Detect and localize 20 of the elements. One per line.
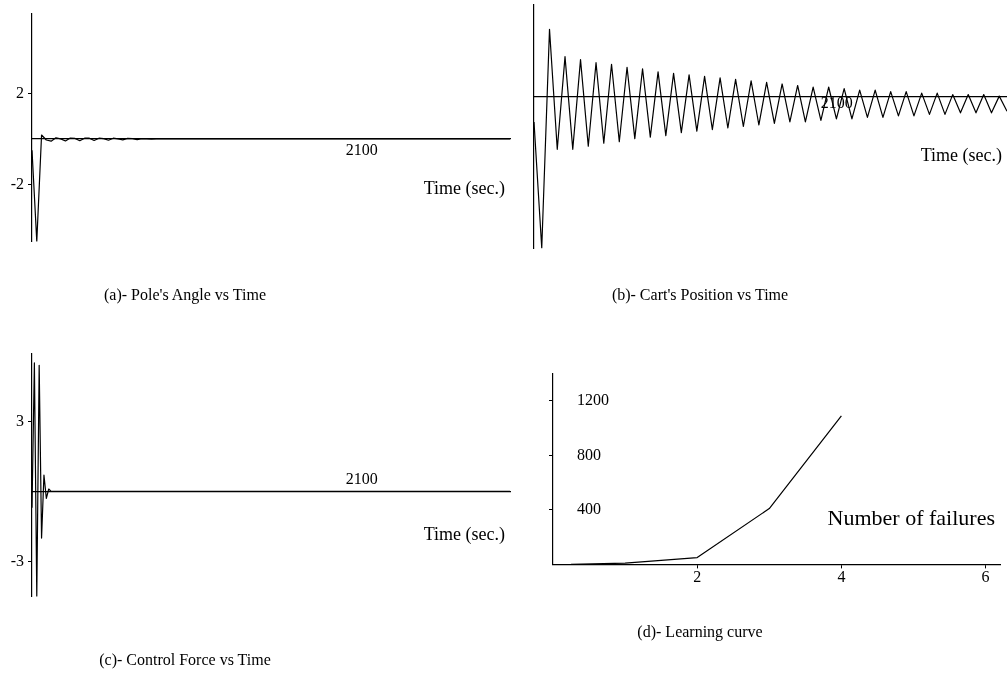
x-axis-title: Number of failures (827, 505, 995, 531)
x-axis-title: Time (sec.) (920, 144, 1002, 166)
y-tick-label: 1200 (577, 391, 609, 409)
x-tick-label: 4 (837, 568, 846, 586)
x-tick-label: 6 (981, 568, 990, 586)
y-tick-label: -3 (10, 551, 24, 569)
text: (d)- Learning curve (637, 623, 763, 641)
x-axis-title: Time (sec.) (423, 177, 505, 199)
x-tick-label: 2 (693, 568, 702, 586)
annotation: 2100 (345, 141, 378, 159)
x-axis-title: Time (sec.) (423, 524, 505, 546)
y-tick-label: 800 (577, 445, 601, 463)
text: (b)- Cart's Position vs Time (611, 286, 789, 304)
y-tick-label: 400 (577, 500, 601, 518)
annotation: 2100 (345, 469, 378, 487)
y-tick-label: 2 (16, 83, 24, 101)
y-tick-label: 3 (16, 411, 24, 429)
text: (c)- Control Force vs Time (99, 651, 271, 669)
text: (a)- Pole's Angle vs Time (104, 286, 266, 304)
y-tick-label: -2 (10, 174, 24, 192)
